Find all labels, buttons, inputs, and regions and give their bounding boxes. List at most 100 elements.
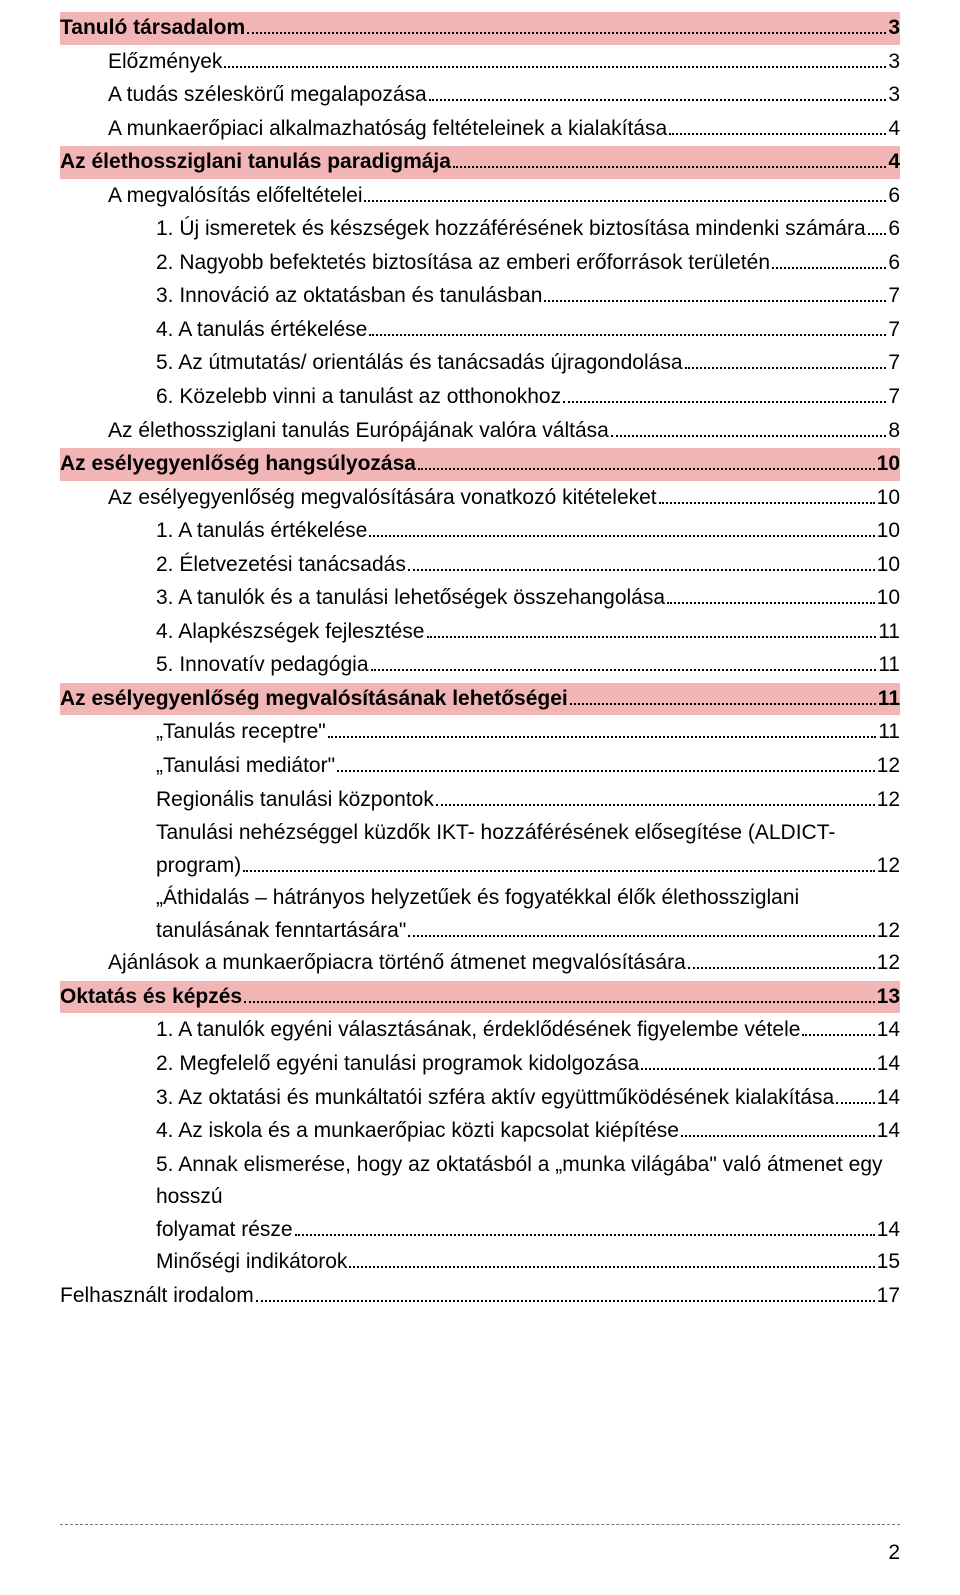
toc-leader-dots bbox=[563, 401, 886, 403]
toc-entry-text: Az élethossziglani tanulás Európájának v… bbox=[108, 415, 609, 448]
toc-entry-text: Tanuló társadalom bbox=[60, 12, 245, 45]
toc-page-number: 14 bbox=[877, 1115, 900, 1148]
toc-entry-text: Tanulási nehézséggel küzdők IKT- hozzáfé… bbox=[156, 817, 900, 850]
toc-entry-text: Az élethossziglani tanulás paradigmája bbox=[60, 146, 451, 179]
toc-entry-text: Regionális tanulási központok bbox=[156, 784, 434, 817]
toc-page-number: 10 bbox=[877, 515, 900, 548]
toc-entry: A megvalósítás előfeltételei 6 bbox=[60, 180, 900, 213]
toc-leader-dots bbox=[836, 1102, 874, 1104]
toc-leader-dots bbox=[802, 1034, 874, 1036]
toc-entry-text: 4. Alapkészségek fejlesztése bbox=[156, 616, 425, 649]
toc-entry-text: tanulásának fenntartására" bbox=[156, 915, 406, 948]
toc-entry: Ajánlások a munkaerőpiacra történő átmen… bbox=[60, 947, 900, 980]
toc-leader-dots bbox=[436, 804, 875, 806]
toc-entry-text: 6. Közelebb vinni a tanulást az otthonok… bbox=[156, 381, 561, 414]
toc-entry-text: Az esélyegyenlőség megvalósításának lehe… bbox=[60, 683, 568, 716]
toc-page-number: 12 bbox=[877, 784, 900, 817]
toc-page-number: 12 bbox=[877, 915, 900, 948]
toc-entry: A tudás széleskörű megalapozása3 bbox=[60, 79, 900, 112]
toc-leader-dots bbox=[337, 770, 875, 772]
toc-entry-text: program) bbox=[156, 850, 241, 883]
toc-page-number: 7 bbox=[888, 314, 900, 347]
toc-entry-text: „Tanulás receptre" bbox=[156, 716, 326, 749]
toc-entry: 3. A tanulók és a tanulási lehetőségek ö… bbox=[60, 582, 900, 615]
table-of-contents: Tanuló társadalom3Előzmények3A tudás szé… bbox=[60, 12, 900, 1312]
toc-page-number: 12 bbox=[877, 947, 900, 980]
toc-entry-last-line: tanulásának fenntartására" 12 bbox=[156, 915, 900, 948]
toc-page-number: 7 bbox=[888, 347, 900, 380]
toc-heading-entry: Oktatás és képzés13 bbox=[60, 981, 900, 1014]
toc-entry: „Áthidalás – hátrányos helyzetűek és fog… bbox=[60, 882, 900, 947]
toc-leader-dots bbox=[328, 736, 876, 738]
toc-entry-text: 2. Életvezetési tanácsadás bbox=[156, 549, 406, 582]
toc-entry: Regionális tanulási központok 12 bbox=[60, 784, 900, 817]
toc-page-number: 6 bbox=[888, 180, 900, 213]
toc-entry: 3. Az oktatási és munkáltatói szféra akt… bbox=[60, 1082, 900, 1115]
toc-leader-dots bbox=[224, 66, 886, 68]
toc-entry-text: 5. Innovatív pedagógia bbox=[156, 649, 369, 682]
toc-entry-text: Felhasznált irodalom bbox=[60, 1280, 254, 1313]
toc-leader-dots bbox=[667, 602, 875, 604]
footer-divider bbox=[60, 1524, 900, 1525]
toc-page-number: 4 bbox=[888, 146, 900, 179]
toc-page-number: 14 bbox=[877, 1082, 900, 1115]
toc-entry: 2. Megfelelő egyéni tanulási programok k… bbox=[60, 1048, 900, 1081]
toc-entry-text: 1. A tanulók egyéni választásának, érdek… bbox=[156, 1014, 800, 1047]
toc-entry-text: 5. Az útmutatás/ orientálás és tanácsadá… bbox=[156, 347, 683, 380]
toc-page-number: 10 bbox=[877, 448, 900, 481]
toc-entry-text: 3. A tanulók és a tanulási lehetőségek ö… bbox=[156, 582, 665, 615]
toc-leader-dots bbox=[369, 334, 886, 336]
toc-entry-text: 1. A tanulás értékelése bbox=[156, 515, 367, 548]
toc-entry-last-line: folyamat része 14 bbox=[156, 1214, 900, 1247]
toc-leader-dots bbox=[408, 935, 874, 937]
toc-entry-text: „Áthidalás – hátrányos helyzetűek és fog… bbox=[156, 882, 900, 915]
toc-entry: 4. Az iskola és a munkaerőpiac közti kap… bbox=[60, 1115, 900, 1148]
toc-page-number: 8 bbox=[888, 415, 900, 448]
toc-entry-text: folyamat része bbox=[156, 1214, 293, 1247]
toc-entry: 1. A tanulás értékelése 10 bbox=[60, 515, 900, 548]
toc-leader-dots bbox=[371, 669, 877, 671]
toc-entry: Az esélyegyenlőség megvalósítására vonat… bbox=[60, 482, 900, 515]
toc-leader-dots bbox=[427, 636, 877, 638]
toc-entry-last-line: program) 12 bbox=[156, 850, 900, 883]
toc-entry-text: Előzmények bbox=[108, 46, 222, 79]
toc-entry: 4. Alapkészségek fejlesztése11 bbox=[60, 616, 900, 649]
toc-entry: 5. Innovatív pedagógia11 bbox=[60, 649, 900, 682]
toc-leader-dots bbox=[349, 1266, 874, 1268]
toc-page-number: 10 bbox=[877, 482, 900, 515]
toc-entry: 1. A tanulók egyéni választásának, érdek… bbox=[60, 1014, 900, 1047]
toc-entry-text: 4. Az iskola és a munkaerőpiac közti kap… bbox=[156, 1115, 679, 1148]
toc-page-number: 4 bbox=[888, 113, 900, 146]
toc-heading-entry: Az esélyegyenlőség hangsúlyozása10 bbox=[60, 448, 900, 481]
toc-entry-text: 2. Nagyobb befektetés biztosítása az emb… bbox=[156, 247, 770, 280]
toc-entry-text: 4. A tanulás értékelése bbox=[156, 314, 367, 347]
toc-page-number: 14 bbox=[877, 1048, 900, 1081]
toc-entry: Minőségi indikátorok15 bbox=[60, 1246, 900, 1279]
toc-page-number: 10 bbox=[877, 582, 900, 615]
toc-entry: 6. Közelebb vinni a tanulást az otthonok… bbox=[60, 381, 900, 414]
page-number: 2 bbox=[888, 1541, 900, 1565]
toc-page-number: 17 bbox=[877, 1280, 900, 1313]
toc-entry: Felhasznált irodalom 17 bbox=[60, 1280, 900, 1313]
toc-page-number: 14 bbox=[877, 1214, 900, 1247]
toc-entry-text: A megvalósítás előfeltételei bbox=[108, 180, 362, 213]
toc-leader-dots bbox=[369, 535, 874, 537]
toc-page-number: 3 bbox=[888, 79, 900, 112]
toc-page-number: 12 bbox=[877, 750, 900, 783]
toc-leader-dots bbox=[669, 133, 886, 135]
toc-page-number: 3 bbox=[888, 12, 900, 45]
toc-entry: „Tanulási mediátor" 12 bbox=[60, 750, 900, 783]
toc-leader-dots bbox=[659, 502, 875, 504]
toc-entry: „Tanulás receptre" 11 bbox=[60, 716, 900, 749]
toc-entry-text: 5. Annak elismerése, hogy az oktatásból … bbox=[156, 1149, 900, 1214]
toc-entry-text: „Tanulási mediátor" bbox=[156, 750, 335, 783]
toc-entry: 1. Új ismeretek és készségek hozzáférésé… bbox=[60, 213, 900, 246]
toc-page-number: 11 bbox=[878, 716, 900, 749]
toc-leader-dots bbox=[243, 870, 874, 872]
toc-entry: Tanulási nehézséggel küzdők IKT- hozzáfé… bbox=[60, 817, 900, 882]
toc-page-number: 6 bbox=[888, 247, 900, 280]
toc-leader-dots bbox=[408, 569, 875, 571]
toc-entry: 5. Az útmutatás/ orientálás és tanácsadá… bbox=[60, 347, 900, 380]
toc-page-number: 11 bbox=[878, 683, 900, 716]
toc-entry: 5. Annak elismerése, hogy az oktatásból … bbox=[60, 1149, 900, 1247]
